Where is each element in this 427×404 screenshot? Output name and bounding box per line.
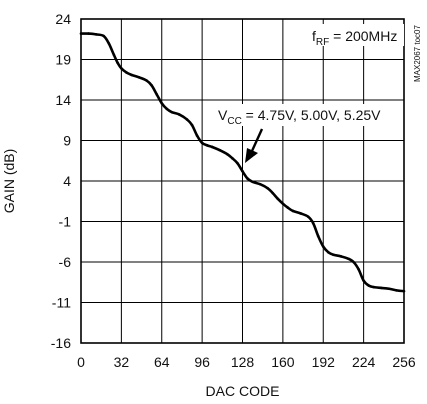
data-point bbox=[137, 76, 141, 79]
x-tick-label: 32 bbox=[114, 354, 130, 370]
x-axis-label: DAC CODE bbox=[206, 383, 280, 399]
data-point bbox=[185, 118, 189, 121]
data-point bbox=[226, 152, 229, 156]
data-point bbox=[258, 182, 262, 186]
annotation-arrow bbox=[245, 128, 264, 163]
y-axis-label: GAIN (dB) bbox=[1, 149, 17, 214]
x-tick-label: 0 bbox=[77, 354, 85, 370]
vcc-values: = 4.75V, 5.00V, 5.25V bbox=[242, 107, 381, 123]
x-tick-label: 128 bbox=[231, 354, 255, 370]
data-point bbox=[94, 33, 98, 36]
data-point bbox=[218, 148, 222, 152]
data-point bbox=[266, 186, 270, 190]
data-point bbox=[332, 253, 335, 257]
y-tick-labels: 24 19 14 9 4 -1 -6 -11 -16 bbox=[51, 11, 71, 351]
data-point bbox=[271, 191, 275, 195]
data-point bbox=[195, 134, 199, 137]
data-point bbox=[200, 141, 204, 145]
curve-layer bbox=[79, 32, 406, 293]
data-point bbox=[102, 34, 106, 38]
data-point bbox=[178, 113, 181, 116]
data-point bbox=[210, 145, 214, 149]
data-point bbox=[291, 209, 295, 213]
y-tick-label: 14 bbox=[55, 92, 71, 108]
data-point bbox=[276, 197, 280, 201]
data-point bbox=[155, 93, 159, 96]
data-point bbox=[321, 245, 325, 248]
data-point bbox=[379, 286, 383, 290]
data-point bbox=[286, 206, 290, 210]
data-point bbox=[357, 267, 360, 271]
vcc-annotation: VCC = 4.75V, 5.00V, 5.25V bbox=[218, 107, 381, 127]
data-point bbox=[190, 123, 194, 127]
data-point bbox=[160, 101, 164, 105]
y-tick-label: -1 bbox=[59, 214, 72, 230]
data-point bbox=[281, 202, 285, 205]
x-tick-label: 192 bbox=[312, 354, 336, 370]
data-point bbox=[125, 71, 128, 74]
data-point bbox=[246, 177, 249, 180]
x-tick-label: 160 bbox=[271, 354, 295, 370]
y-tick-label: 4 bbox=[63, 173, 71, 189]
vcc-subscript: CC bbox=[227, 116, 241, 127]
data-point bbox=[387, 287, 391, 291]
plot-frame bbox=[80, 18, 405, 344]
data-point bbox=[170, 110, 174, 114]
data-point bbox=[372, 285, 376, 289]
data-point bbox=[362, 279, 365, 282]
data-point bbox=[339, 255, 343, 258]
data-point bbox=[150, 84, 153, 87]
grid bbox=[80, 18, 405, 344]
data-point bbox=[112, 53, 116, 56]
data-point bbox=[311, 221, 315, 225]
data-point bbox=[395, 289, 398, 292]
x-tick-label: 256 bbox=[392, 354, 416, 370]
data-point bbox=[116, 61, 119, 65]
data-point bbox=[352, 260, 355, 264]
frf-annotation: fRF = 200MHz bbox=[312, 28, 397, 48]
data-point bbox=[107, 42, 111, 45]
data-point bbox=[130, 73, 133, 77]
data-point bbox=[241, 169, 244, 173]
data-point bbox=[120, 67, 123, 70]
vcc-annotation-bg bbox=[214, 104, 392, 126]
data-point bbox=[367, 284, 370, 287]
figure-id: MAX2067 toc07 bbox=[413, 25, 422, 82]
y-tick-label: 24 bbox=[55, 11, 71, 27]
data-point bbox=[87, 32, 90, 35]
x-tick-label: 64 bbox=[154, 354, 170, 370]
y-tick-label: -16 bbox=[51, 335, 71, 351]
data-point bbox=[231, 157, 234, 160]
frf-symbol: f bbox=[312, 28, 316, 44]
data-point bbox=[205, 144, 209, 147]
data-point bbox=[145, 79, 148, 82]
y-tick-label: 9 bbox=[63, 133, 71, 149]
data-point bbox=[326, 250, 330, 254]
y-tick-label: 19 bbox=[55, 52, 71, 68]
frf-subscript: RF bbox=[316, 37, 329, 48]
y-tick-label: -11 bbox=[52, 295, 71, 311]
data-point bbox=[236, 161, 239, 165]
data-point bbox=[306, 215, 310, 218]
x-tick-label: 96 bbox=[194, 354, 210, 370]
frf-value: = 200MHz bbox=[329, 28, 397, 44]
data-point bbox=[347, 257, 350, 261]
data-point bbox=[316, 234, 320, 238]
vcc-symbol: V bbox=[218, 107, 228, 123]
x-tick-labels: 0 32 64 96 128 160 192 224 256 bbox=[77, 354, 416, 370]
frf-annotation-bg bbox=[308, 24, 404, 46]
data-point bbox=[165, 107, 169, 111]
x-tick-label: 224 bbox=[352, 354, 376, 370]
data-point bbox=[299, 212, 302, 215]
data-point bbox=[251, 180, 254, 184]
y-tick-label: -6 bbox=[59, 254, 72, 270]
